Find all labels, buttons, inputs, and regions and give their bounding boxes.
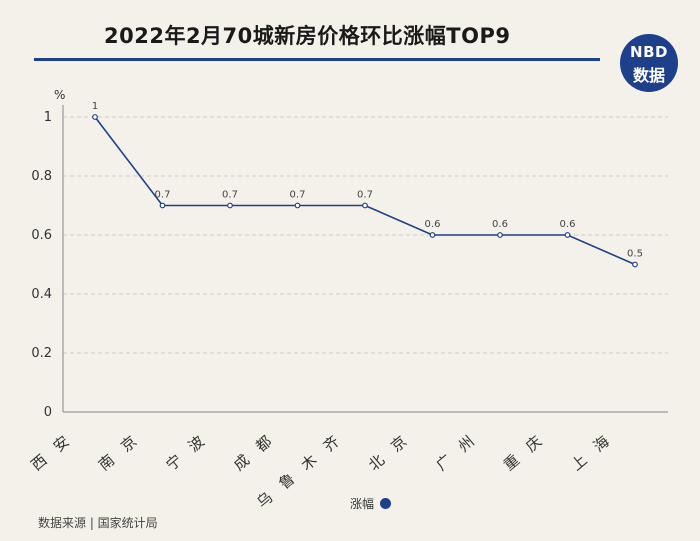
x-tick-label: 广州	[433, 423, 489, 474]
y-tick-label: 0	[44, 405, 52, 420]
title-divider	[34, 58, 600, 61]
data-label: 0.7	[222, 190, 238, 201]
data-point	[632, 261, 638, 268]
data-point	[362, 202, 368, 209]
data-label: 0.5	[627, 249, 643, 260]
data-label: 0.7	[290, 190, 306, 201]
nbd-logo: NBD 数据	[620, 34, 678, 92]
x-tick-label: 南京	[95, 423, 151, 474]
data-label: 0.7	[357, 190, 373, 201]
x-tick-label: 上海	[568, 423, 624, 474]
legend-label: 涨幅	[350, 497, 375, 511]
data-point	[497, 232, 503, 238]
data-point	[159, 202, 166, 209]
data-label: 0.6	[560, 219, 576, 230]
y-tick-label: 0.6	[31, 228, 52, 243]
x-tick-label: 重庆	[500, 423, 556, 474]
data-point	[227, 202, 233, 209]
y-tick-label: 0.4	[31, 287, 52, 302]
y-tick-label: 0.2	[31, 346, 52, 361]
logo-text-nbd: NBD	[630, 43, 668, 61]
data-label: 0.6	[425, 219, 441, 230]
data-label: 0.6	[492, 219, 508, 230]
data-point	[92, 114, 98, 120]
logo-text-data: 数据	[632, 66, 665, 85]
y-tick-label: 1	[44, 110, 52, 125]
source-note: 数据来源 | 国家统计局	[38, 516, 158, 530]
data-label: 1	[92, 101, 98, 112]
data-point	[294, 202, 301, 209]
data-point	[564, 232, 571, 238]
y-tick-label: 0.8	[31, 169, 52, 184]
legend-marker	[380, 498, 392, 509]
x-tick-label: 宁波	[163, 423, 219, 474]
x-tick-label: 成都	[230, 423, 286, 474]
data-point	[429, 232, 436, 238]
data-label: 0.7	[155, 190, 171, 201]
legend: 涨幅	[350, 495, 392, 512]
x-tick-label: 北京	[365, 423, 421, 474]
y-axis-unit: %	[54, 88, 66, 102]
chart-title: 2022年2月70城新房价格环比涨幅TOP9	[104, 24, 511, 48]
x-tick-label: 西安	[28, 423, 84, 474]
